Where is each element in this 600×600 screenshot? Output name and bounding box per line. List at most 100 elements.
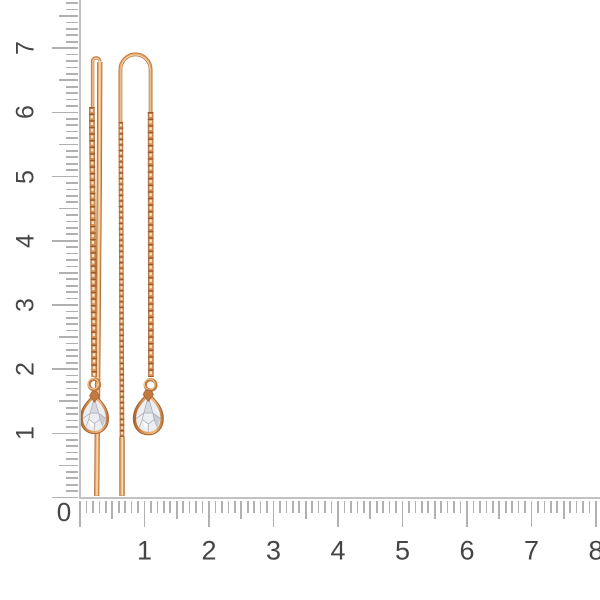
h-ruler-tick — [491, 501, 494, 513]
h-ruler-tick — [175, 501, 178, 519]
h-ruler-tick — [201, 501, 204, 513]
h-ruler-tick — [317, 501, 320, 513]
h-ruler-tick — [350, 501, 352, 513]
v-ruler-tick — [65, 92, 78, 94]
h-ruler-tick — [79, 501, 81, 527]
drop-stone — [82, 397, 106, 431]
v-ruler-tick — [59, 207, 78, 210]
v-ruler-tick — [65, 284, 78, 287]
h-ruler-tick — [246, 501, 249, 513]
v-ruler-tick — [65, 381, 78, 383]
h-ruler-tick — [233, 501, 236, 513]
h-ruler-tick — [524, 501, 526, 513]
v-ruler-tick — [65, 426, 78, 428]
v-ruler-label-3: 3 — [11, 297, 40, 312]
h-ruler-tick — [163, 501, 165, 513]
h-ruler-tick — [504, 501, 507, 513]
v-ruler-tick — [65, 323, 78, 326]
v-ruler-tick — [65, 413, 78, 415]
v-ruler-tick — [65, 297, 78, 300]
v-ruler-tick — [65, 150, 78, 152]
v-ruler-label-1: 1 — [11, 426, 40, 441]
h-ruler-label-6: 6 — [459, 535, 475, 566]
h-ruler-tick — [421, 501, 423, 513]
h-ruler-tick — [156, 501, 159, 513]
v-ruler-tick — [65, 252, 78, 255]
v-ruler-tick — [59, 15, 78, 17]
v-ruler-tick — [65, 156, 78, 159]
h-ruler-tick — [479, 501, 481, 513]
h-ruler-tick — [214, 501, 217, 513]
v-ruler-tick — [65, 105, 78, 107]
v-ruler-tick — [65, 355, 78, 358]
v-ruler-tick — [65, 137, 78, 139]
v-ruler-tick — [65, 72, 78, 75]
h-ruler-tick — [124, 501, 126, 513]
v-ruler-tick — [65, 246, 78, 248]
v-ruler-tick — [65, 220, 78, 223]
h-ruler-tick — [292, 501, 294, 513]
h-ruler-tick — [575, 501, 578, 513]
v-ruler-tick — [65, 194, 78, 197]
h-ruler-tick — [498, 501, 501, 519]
v-ruler-label-2: 2 — [11, 362, 40, 377]
v-ruler-tick — [65, 40, 78, 43]
v-ruler-tick — [65, 162, 78, 165]
h-ruler-tick — [343, 501, 346, 513]
v-ruler-tick — [65, 85, 78, 88]
h-ruler-tick — [137, 501, 139, 513]
v-ruler-tick — [65, 169, 78, 171]
h-ruler-tick — [395, 501, 397, 513]
drop-stone — [136, 396, 161, 432]
h-ruler-tick — [388, 501, 391, 513]
v-ruler-tick — [59, 272, 78, 274]
v-ruler-tick — [65, 393, 78, 396]
h-ruler-tick — [382, 501, 384, 513]
v-ruler-tick — [65, 374, 78, 377]
h-ruler-tick — [208, 501, 210, 527]
v-ruler-tick — [65, 28, 78, 30]
h-ruler-tick — [337, 501, 339, 527]
v-ruler-tick — [65, 458, 78, 460]
v-ruler-tick — [65, 291, 78, 293]
h-ruler-tick — [569, 501, 572, 513]
h-ruler-tick — [472, 501, 475, 513]
h-ruler-label-8: 8 — [588, 535, 600, 566]
h-ruler-tick — [356, 501, 359, 513]
h-ruler-tick — [279, 501, 281, 513]
h-ruler-tick — [298, 501, 301, 513]
v-ruler-tick — [65, 329, 78, 332]
h-ruler-tick — [582, 501, 584, 513]
h-ruler-tick — [414, 501, 417, 513]
v-ruler-tick — [59, 143, 78, 146]
v-ruler-tick — [65, 406, 78, 409]
v-ruler-tick — [65, 361, 78, 364]
vertical-ruler-baseline — [79, 0, 81, 499]
v-ruler-tick — [65, 117, 78, 120]
h-ruler-tick — [369, 501, 372, 519]
right-pear-drop — [132, 389, 164, 436]
h-ruler-tick — [588, 501, 591, 513]
v-ruler-tick — [65, 8, 78, 11]
h-ruler-tick — [446, 501, 449, 513]
h-ruler-tick — [169, 501, 172, 513]
h-ruler-tick — [324, 501, 326, 513]
h-ruler-tick — [130, 501, 133, 513]
v-ruler-tick — [65, 342, 78, 345]
v-ruler-tick — [51, 111, 78, 114]
h-ruler-tick — [511, 501, 513, 513]
h-ruler-tick — [485, 501, 488, 513]
h-ruler-tick — [195, 501, 197, 513]
h-ruler-tick — [111, 501, 114, 519]
drop-bail — [89, 391, 100, 403]
right-ear-wire — [118, 52, 153, 123]
v-ruler-tick — [65, 316, 78, 319]
v-ruler-tick — [59, 464, 78, 467]
h-ruler-tick — [253, 501, 255, 513]
h-ruler-tick — [143, 501, 146, 527]
v-ruler-tick — [51, 432, 78, 435]
h-ruler-tick — [530, 501, 533, 527]
v-ruler-tick — [65, 451, 78, 454]
h-ruler-tick — [330, 501, 333, 513]
